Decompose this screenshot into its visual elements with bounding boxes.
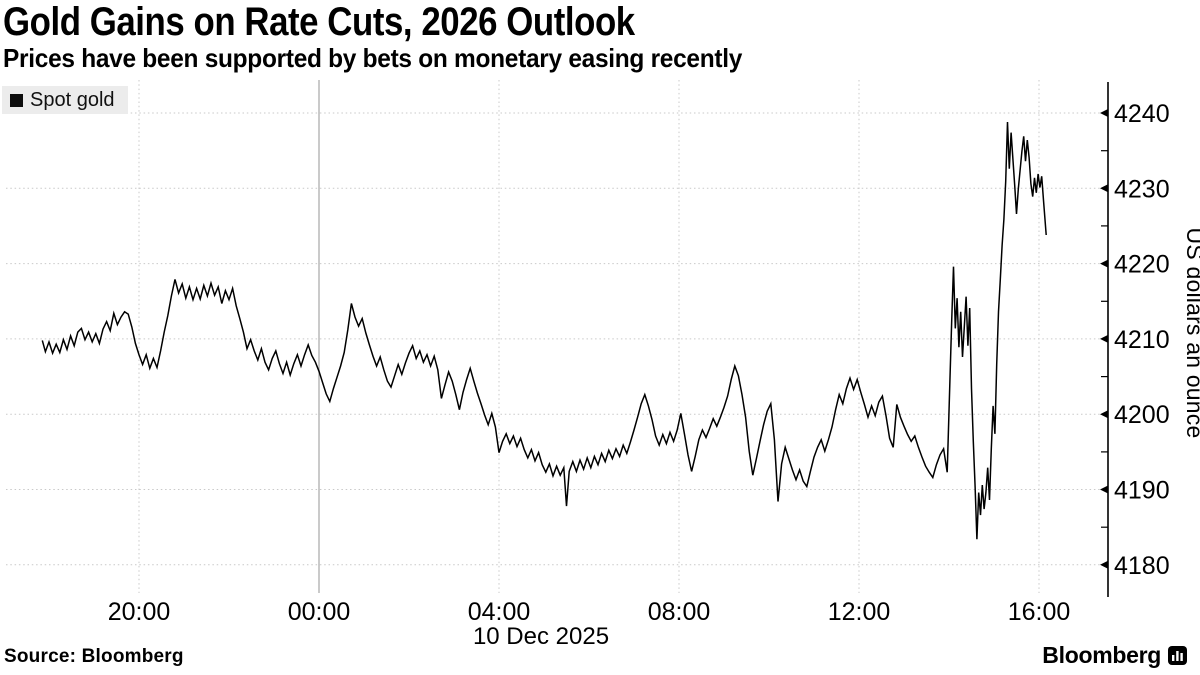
bloomberg-wordmark: Bloomberg [1042,642,1161,668]
y-tick-arrow-icon [1100,109,1108,117]
y-tick-label: 4210 [1114,326,1170,354]
x-tick-label: 20:00 [108,598,171,626]
chart-legend: Spot gold [2,86,128,114]
y-tick-label: 4180 [1114,552,1170,580]
y-axis-title: US dollars an ounce [1182,228,1200,439]
x-axis-date-label: 10 Dec 2025 [473,623,609,650]
page-title: Gold Gains on Rate Cuts, 2026 Outlook [3,0,635,44]
y-tick-arrow-icon [1100,259,1108,268]
y-tick-label: 4190 [1114,477,1170,505]
y-tick-arrow-icon [1100,560,1108,569]
y-tick-label: 4240 [1114,100,1170,128]
y-tick-label: 4200 [1114,401,1170,429]
y-tick-arrow-icon [1100,410,1108,419]
x-tick-label: 00:00 [288,598,351,626]
x-tick-label: 12:00 [828,598,891,626]
y-tick-arrow-icon [1100,184,1108,193]
bloomberg-terminal-icon [1168,646,1187,665]
page-subtitle: Prices have been supported by bets on mo… [3,43,743,73]
y-tick-arrow-icon [1100,334,1108,343]
legend-label: Spot gold [30,88,115,111]
y-tick-arrow-icon [1100,485,1108,494]
source-note: Source: Bloomberg [4,646,184,667]
x-tick-label: 08:00 [648,598,711,626]
x-tick-label: 16:00 [1008,598,1071,626]
x-tick-label: 04:00 [468,598,531,626]
bloomberg-brand: Bloomberg [1042,642,1187,669]
y-tick-label: 4230 [1114,175,1170,203]
y-tick-label: 4220 [1114,251,1170,279]
legend-swatch-icon [10,93,23,107]
spot-gold-line [41,121,1047,540]
